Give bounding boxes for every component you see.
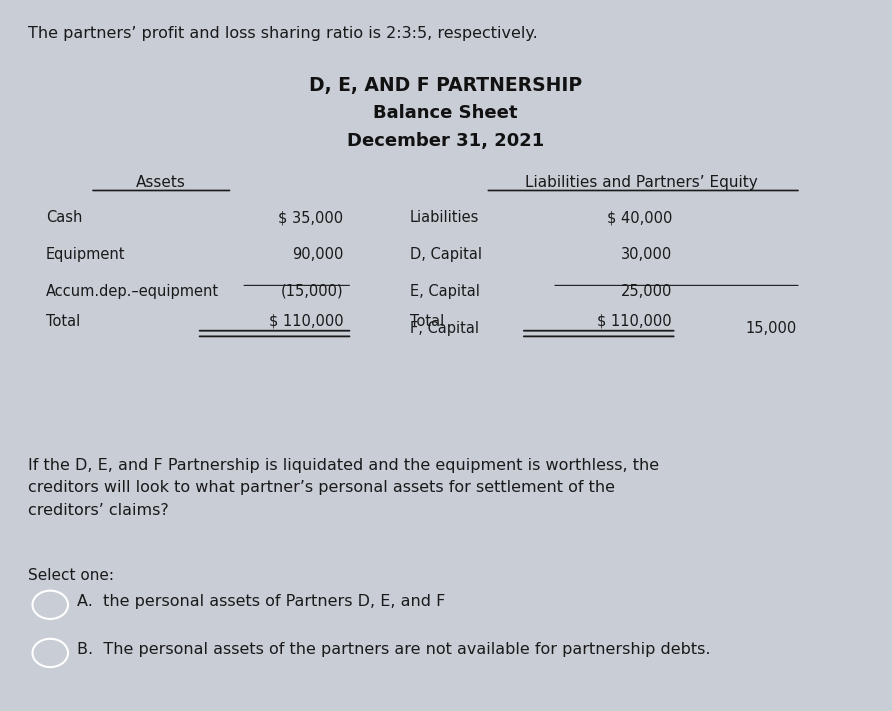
Text: Accum.dep.–equipment: Accum.dep.–equipment xyxy=(45,284,219,299)
Text: 25,000: 25,000 xyxy=(621,284,672,299)
Text: Cash: Cash xyxy=(45,210,82,225)
Text: $ 110,000: $ 110,000 xyxy=(268,314,343,328)
Text: F, Capital: F, Capital xyxy=(410,321,479,336)
Text: E, Capital: E, Capital xyxy=(410,284,480,299)
Text: A.  the personal assets of Partners D, E, and F: A. the personal assets of Partners D, E,… xyxy=(77,594,445,609)
Text: D, Capital: D, Capital xyxy=(410,247,482,262)
Text: Total: Total xyxy=(410,314,444,328)
Text: Total: Total xyxy=(45,314,80,328)
Text: Assets: Assets xyxy=(136,175,186,190)
Text: $ 35,000: $ 35,000 xyxy=(278,210,343,225)
Text: D, E, AND F PARTNERSHIP: D, E, AND F PARTNERSHIP xyxy=(309,76,582,95)
Text: 90,000: 90,000 xyxy=(292,247,343,262)
Text: Liabilities and Partners’ Equity: Liabilities and Partners’ Equity xyxy=(524,175,757,190)
Text: The partners’ profit and loss sharing ratio is 2:3:5, respectively.: The partners’ profit and loss sharing ra… xyxy=(28,26,538,41)
Text: Select one:: Select one: xyxy=(28,568,114,583)
Text: 15,000: 15,000 xyxy=(745,321,797,336)
Text: If the D, E, and F Partnership is liquidated and the equipment is worthless, the: If the D, E, and F Partnership is liquid… xyxy=(28,458,659,518)
Text: Liabilities: Liabilities xyxy=(410,210,479,225)
Text: $ 110,000: $ 110,000 xyxy=(598,314,672,328)
Text: Equipment: Equipment xyxy=(45,247,125,262)
Text: 30,000: 30,000 xyxy=(621,247,672,262)
Text: $ 40,000: $ 40,000 xyxy=(607,210,672,225)
Text: (15,000): (15,000) xyxy=(281,284,343,299)
Text: Balance Sheet: Balance Sheet xyxy=(373,104,517,122)
Text: December 31, 2021: December 31, 2021 xyxy=(347,132,544,150)
Text: B.  The personal assets of the partners are not available for partnership debts.: B. The personal assets of the partners a… xyxy=(77,642,710,657)
